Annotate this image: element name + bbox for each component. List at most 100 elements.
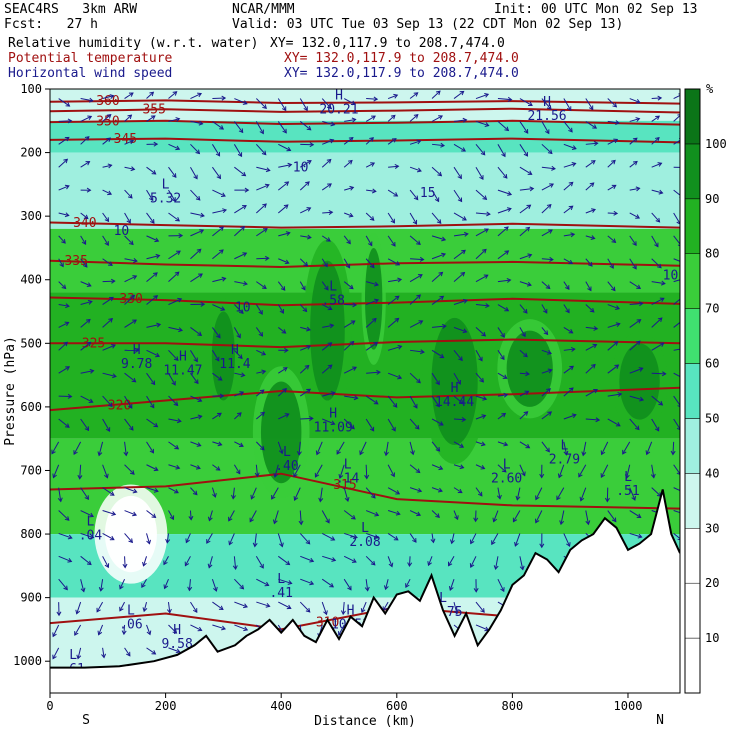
wind-arrow-head [171,173,177,179]
wind-arrow-head [390,114,396,120]
wind-arrow-head [523,151,529,157]
wind-arrow-head [469,563,475,568]
wind-arrow-head [439,353,445,359]
wind-arrow-head [272,519,278,525]
wind-arrow [278,232,290,237]
colorbar-segment [684,582,701,639]
wind-arrow [409,441,414,455]
wind-arrow-head [238,128,244,134]
wind-arrow-head [306,345,312,350]
extremum-value: 2.08 [349,535,380,550]
wind-arrow [563,121,573,133]
wind-arrow-head [325,518,330,524]
wind-arrow-head [194,379,199,385]
isentrope-label: 315 [333,478,356,493]
wind-arrow-head [187,586,193,592]
wind-arrow [563,162,576,168]
wind-arrow-head [504,306,510,312]
wind-arrow-head [237,152,243,158]
wind-arrow-head [612,102,618,108]
wind-arrow-head [348,284,354,290]
wind-arrow [365,235,373,246]
wind-arrow [453,441,464,448]
wind-arrow [387,258,400,266]
wind-arrow [409,533,417,543]
wind-arrow [124,647,131,657]
wind-arrow-head [64,184,70,190]
wind-arrow-head [129,240,134,246]
wind-arrow [102,487,115,496]
wind-arrow-head [197,414,203,420]
wind-arrow-head [309,580,315,586]
wind-arrow-head [373,96,379,102]
wind-arrow [585,326,598,330]
wind-arrow-head [670,450,676,456]
wind-arrow-head [526,204,532,210]
wind-arrow-head [611,238,617,243]
wind-arrow-head [369,263,375,269]
wind-arrow [563,233,575,237]
wind-arrow-head [338,474,344,479]
wind-arrow-head [142,561,147,567]
wind-arrow [58,136,70,145]
x-axis-title: Distance (km) [314,714,416,729]
wind-arrow [563,365,574,374]
wind-arrow [102,95,114,100]
extremum-marker: L [344,457,352,472]
isotach-label: 10 [293,161,309,176]
isentrope-label: 345 [114,132,137,147]
wind-arrow-head [89,512,94,518]
wind-arrow [256,166,270,171]
wind-arrow-head [658,189,664,195]
wind-arrow [250,487,257,500]
wind-arrow [278,601,291,609]
wind-arrow-head [515,495,521,501]
wind-arrow-head [388,562,394,568]
wind-arrow [475,274,488,283]
wind-arrow [431,487,443,492]
wind-arrow [387,295,400,305]
wind-arrow-head [568,259,574,265]
extremum-marker: L [361,521,369,536]
wind-arrow [190,273,203,283]
wind-arrow [673,510,680,514]
wind-arrow [431,441,440,452]
wind-arrow [673,139,680,145]
wind-arrow-head [239,442,244,448]
wind-arrow [629,302,643,306]
wind-arrow-head [111,511,117,516]
wind-arrow-head [393,536,399,541]
wind-arrow [409,320,423,328]
wind-arrow [255,143,267,155]
wind-arrow [409,140,421,145]
wind-arrow [497,250,509,260]
wind-arrow-head [364,474,370,480]
wind-arrow-head [395,490,401,495]
wind-arrow-head [459,399,464,405]
wind-arrow [58,322,69,328]
wind-arrow-head [657,95,663,101]
wind-arrow [607,323,620,328]
wind-arrow [190,350,198,362]
wind-arrow [365,212,375,221]
wind-arrow-head [287,580,293,585]
wind-arrow [336,441,345,455]
wind-arrow-head [412,538,417,543]
wind-arrow [52,624,60,637]
wind-arrow [607,510,617,522]
wind-arrow [366,189,376,192]
wind-arrow [387,189,398,197]
colorbar-segment [684,473,701,529]
wind-arrow-head [414,424,420,430]
wind-arrow [629,487,636,501]
wind-arrow [475,487,483,497]
wind-arrow-head [107,190,113,196]
field-label-rh: Relative humidity (w.r.t. water) [8,36,259,51]
wind-arrow [475,249,487,260]
wind-arrow-head [397,277,403,283]
wind-arrow-head [492,517,498,523]
wind-arrow-head [655,115,661,121]
wind-arrow-head [73,450,78,456]
x-tick-label: 800 [502,699,524,713]
wind-arrow-head [216,174,222,180]
